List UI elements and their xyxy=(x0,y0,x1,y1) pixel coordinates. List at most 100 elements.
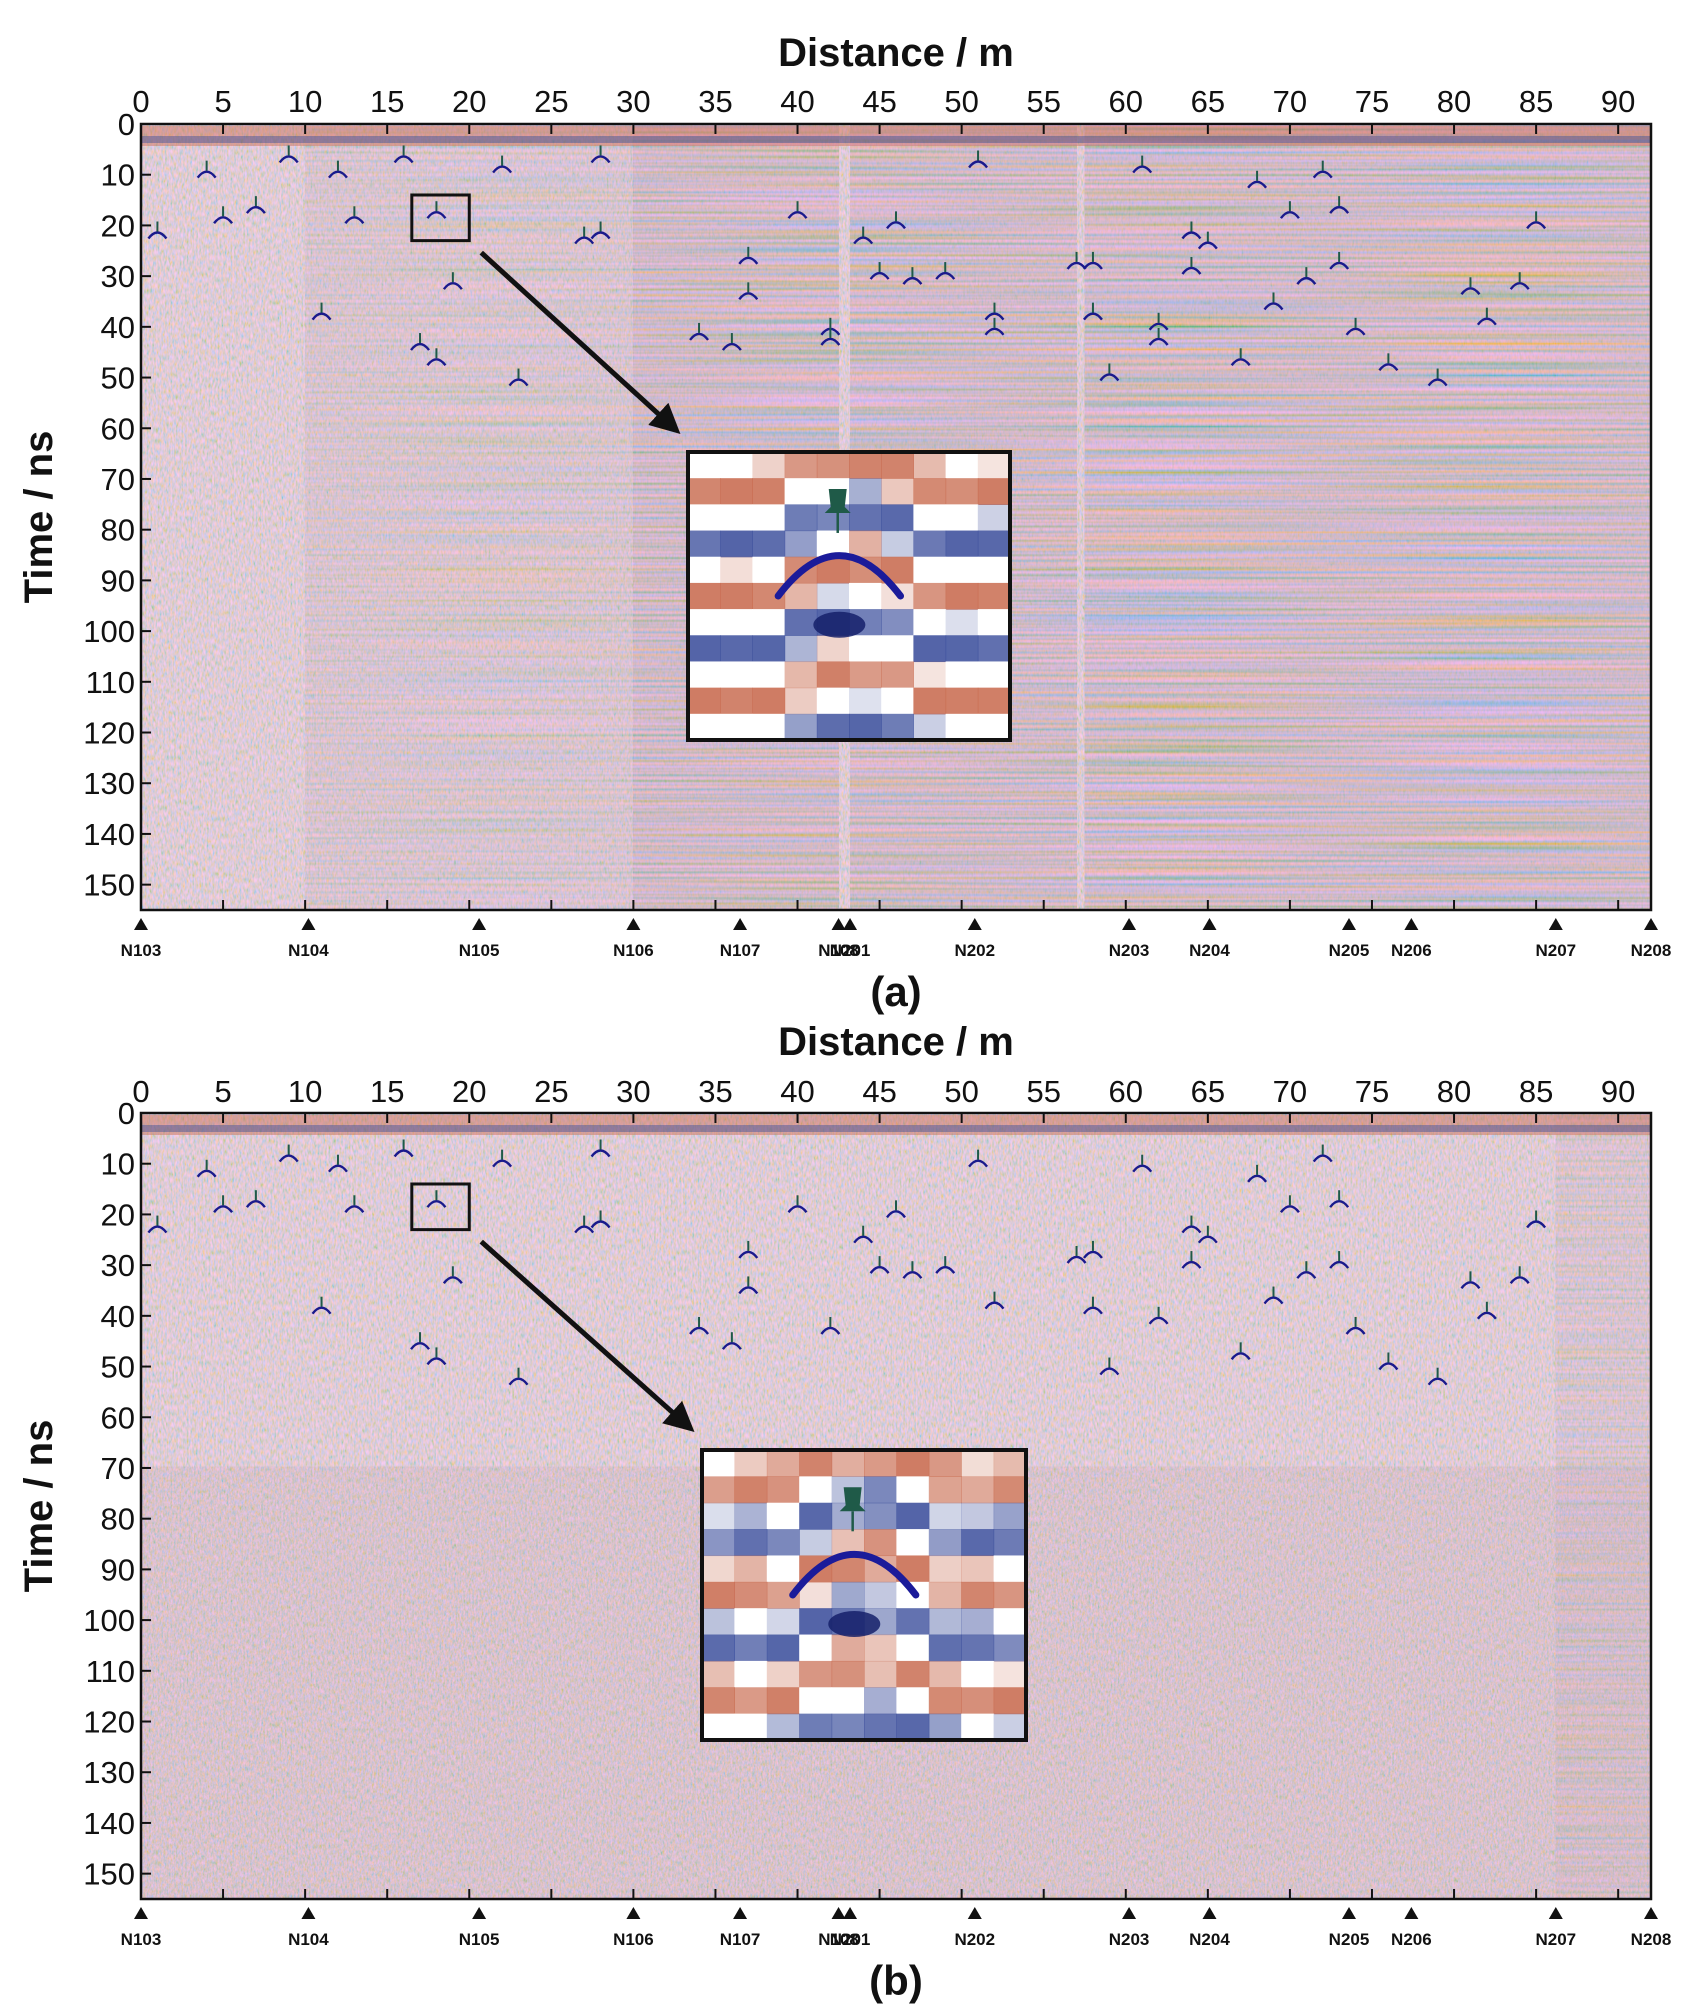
detection-marker xyxy=(213,1195,234,1214)
detection-marker xyxy=(1099,1357,1120,1376)
detection-marker xyxy=(721,1332,742,1350)
detection-marker xyxy=(968,1149,989,1168)
detection-hyperbola xyxy=(1099,1367,1120,1376)
zoom-cell xyxy=(816,452,850,479)
detection-marker xyxy=(721,333,742,351)
zoom-cell xyxy=(831,1581,865,1609)
detection-marker xyxy=(1378,1352,1399,1371)
detection-marker xyxy=(902,1261,923,1279)
detection-hyperbola xyxy=(426,358,447,367)
y-tick-label: 20 xyxy=(101,1197,135,1232)
station-triangle xyxy=(1202,918,1217,930)
zoom-cell xyxy=(896,1450,930,1477)
zoom-cell xyxy=(734,1634,768,1662)
zoom-cell xyxy=(945,609,979,636)
banded-segment xyxy=(1555,124,1651,910)
y-tick-label: 10 xyxy=(101,1147,135,1182)
zoom-cell xyxy=(977,635,1011,663)
zoom-cell xyxy=(766,1529,800,1557)
zoom-cell xyxy=(928,1687,962,1715)
station-label: N104 xyxy=(288,1930,329,1949)
detection-hyperbola xyxy=(738,292,759,301)
station-label: N107 xyxy=(720,1930,761,1949)
detection-hyperbola xyxy=(410,342,430,351)
detection-hyperbola xyxy=(886,1210,906,1219)
detection-hyperbola xyxy=(147,1225,168,1234)
detection-hyperbola xyxy=(1296,276,1317,285)
zoom-cell xyxy=(720,582,753,610)
zoom-cell xyxy=(961,1555,995,1583)
panel-b: Distance / m Time / ns 0 5 10 15 20 25 30 35 40 45 5… xyxy=(17,1020,1671,2004)
detection-marker xyxy=(1476,307,1497,326)
detection-hyperbola xyxy=(344,216,365,225)
y-tick-label: 90 xyxy=(101,1552,135,1587)
zoom-cell xyxy=(864,1713,897,1741)
zoom-cell xyxy=(799,1608,833,1636)
detection-marker xyxy=(590,1210,611,1229)
detection-marker xyxy=(1181,1215,1202,1234)
zoom-cell xyxy=(752,478,786,505)
detection-marker xyxy=(787,201,808,219)
detection-marker xyxy=(902,267,923,285)
zoom-cell xyxy=(688,504,721,532)
zoom-cell xyxy=(977,582,1011,610)
detection-hyperbola xyxy=(147,231,168,240)
x-tick-label: 10 xyxy=(288,1074,322,1109)
station-label: N206 xyxy=(1391,1930,1432,1949)
zoom-cell xyxy=(720,635,753,663)
detection-hyperbola xyxy=(1329,205,1350,214)
panel-label: (b) xyxy=(869,1957,923,2004)
detection-marker xyxy=(984,1291,1005,1310)
banded-segment xyxy=(305,124,480,910)
detection-hyperbola xyxy=(393,155,414,164)
zoom-cell xyxy=(928,1502,962,1530)
detection-marker xyxy=(344,1195,365,1214)
detection-marker xyxy=(442,1266,463,1285)
detection-marker xyxy=(147,1215,168,1234)
detection-marker xyxy=(492,1149,513,1168)
detection-marker xyxy=(1296,267,1317,285)
zoom-cell xyxy=(977,556,1011,584)
station-label: N103 xyxy=(121,941,162,960)
zoom-cell xyxy=(752,713,786,741)
x-tick-label: 70 xyxy=(1273,1074,1307,1109)
zoom-cell xyxy=(816,713,850,741)
detection-hyperbola xyxy=(1148,322,1169,331)
zoom-source-box xyxy=(410,193,471,243)
detection-hyperbola xyxy=(853,1235,874,1244)
y-tick-label: 40 xyxy=(101,310,135,345)
detection-hyperbola xyxy=(1181,1260,1202,1269)
detection-marker xyxy=(426,348,447,367)
x-tick-label: 55 xyxy=(1026,1074,1060,1109)
detection-hyperbola xyxy=(738,256,759,265)
detection-marker xyxy=(1312,1144,1333,1163)
zoom-cell xyxy=(766,1608,800,1636)
zoom-cell xyxy=(993,1581,1027,1609)
zoom-cell xyxy=(913,504,947,532)
zoom-cell xyxy=(896,1660,930,1688)
x-tick-label: 30 xyxy=(616,1074,650,1109)
zoom-cell xyxy=(752,609,786,636)
zoom-cell xyxy=(688,530,721,558)
detection-hyperbola xyxy=(1526,1220,1547,1229)
zoom-cell xyxy=(977,609,1011,636)
zoom-cell xyxy=(913,661,947,689)
detection-hyperbola xyxy=(245,205,266,214)
detection-hyperbola xyxy=(492,165,513,174)
zoom-cell xyxy=(993,1476,1027,1504)
detection-hyperbola xyxy=(278,1154,299,1163)
detection-hyperbola xyxy=(442,282,463,290)
zoom-cell xyxy=(702,1634,735,1662)
station-triangle xyxy=(843,918,858,930)
y-tick-label: 80 xyxy=(101,513,135,548)
zoom-cell xyxy=(864,1634,897,1662)
x-tick-label: 40 xyxy=(780,1074,814,1109)
detection-marker xyxy=(147,221,168,240)
detection-marker xyxy=(574,1215,595,1234)
zoom-cell xyxy=(702,1713,735,1741)
detection-marker xyxy=(1329,196,1350,214)
station-label: N106 xyxy=(613,1930,654,1949)
x-tick-label: 75 xyxy=(1355,84,1389,119)
y-tick-label: 150 xyxy=(83,1857,135,1892)
x-tick-label: 0 xyxy=(132,84,149,119)
